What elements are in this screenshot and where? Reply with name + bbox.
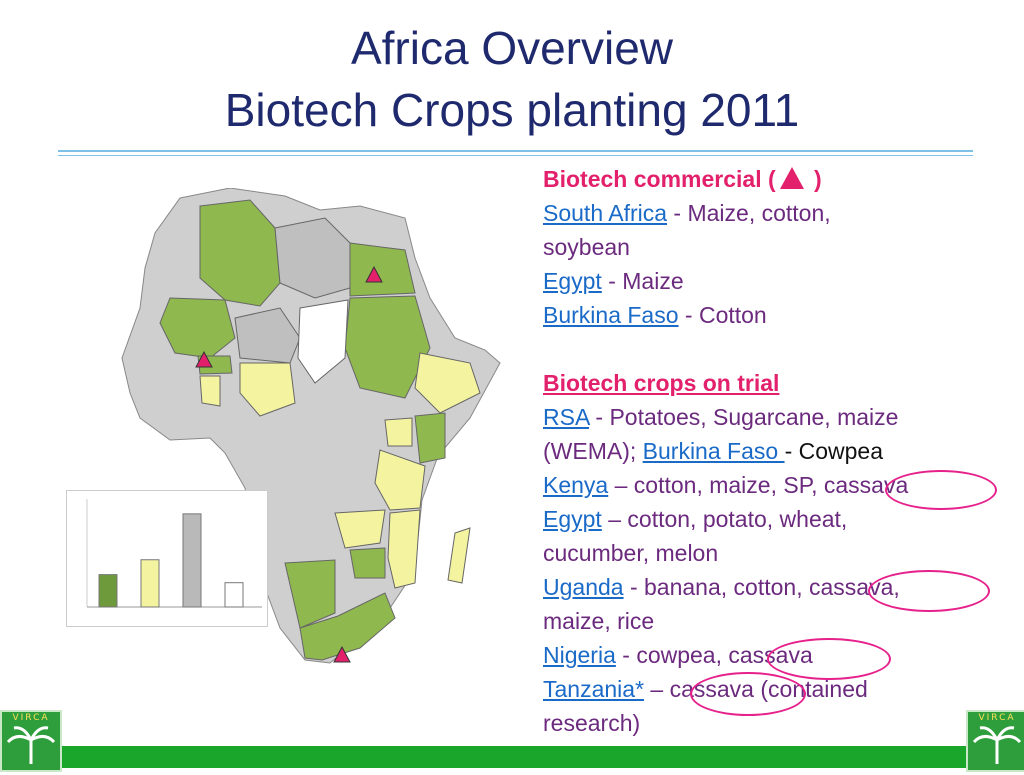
commercial-heading-close: ) <box>807 166 822 192</box>
title-line-2: Biotech Crops planting 2011 <box>224 84 800 136</box>
legend-bar-1 <box>140 559 160 608</box>
link-uganda[interactable]: Uganda <box>543 574 624 600</box>
link-egypt-trial[interactable]: Egypt <box>543 506 602 532</box>
commercial-heading-text: Biotech commercial ( <box>543 166 776 192</box>
trial-item-rsa: RSA - Potatoes, Sugarcane, maize <box>543 400 1013 434</box>
crops-rsa: - Potatoes, Sugarcane, maize <box>589 404 899 430</box>
title-divider-thin <box>58 155 973 156</box>
commercial-heading: Biotech commercial ( ) <box>543 162 1013 196</box>
legend-chart <box>66 490 268 627</box>
virca-logo-right: VIRCA <box>966 710 1024 772</box>
country-niger <box>234 307 301 364</box>
crops-south-africa-cont: soybean <box>543 234 630 260</box>
country-ghana <box>199 375 221 407</box>
link-south-africa[interactable]: South Africa <box>543 200 668 226</box>
link-burkina-faso[interactable]: Burkina Faso <box>543 302 679 328</box>
crops-burkina-faso-trial: - Cowpea <box>784 438 883 464</box>
legend-bar-3 <box>224 582 244 608</box>
link-egypt[interactable]: Egypt <box>543 268 602 294</box>
footer-bar <box>0 746 1024 768</box>
marker-burkina-faso <box>195 350 213 368</box>
crops-uganda-cont: maize, rice <box>543 608 655 634</box>
link-nigeria[interactable]: Nigeria <box>543 642 616 668</box>
country-nigeria <box>239 362 296 417</box>
marker-egypt <box>365 265 383 283</box>
trial-item-kenya: Kenya – cotton, maize, SP, cassava <box>543 468 1013 502</box>
country-egypt <box>349 242 416 297</box>
africa-map-svg <box>60 187 528 680</box>
virca-logo-left: VIRCA <box>0 710 62 772</box>
highlight-circle-tanzania-cassava <box>690 672 806 716</box>
country-zambia <box>334 509 386 549</box>
commercial-item-egypt: Egypt - Maize <box>543 264 1013 298</box>
trial-item-uganda: Uganda - banana, cotton, cassava, <box>543 570 1013 604</box>
crops-kenya: – cotton, maize, SP, cassava <box>608 472 909 498</box>
country-algeria <box>199 199 281 307</box>
trial-item-rsa-cont: (WEMA); Burkina Faso - Cowpea <box>543 434 1013 468</box>
spacer <box>543 332 1013 366</box>
country-mozambique <box>387 509 421 589</box>
link-burkina-faso-trial[interactable]: Burkina Faso <box>642 438 785 464</box>
link-kenya[interactable]: Kenya <box>543 472 609 498</box>
crops-egypt-trial: – cotton, potato, wheat, <box>601 506 848 532</box>
crop-info-panel: Biotech commercial ( ) South Africa - Ma… <box>543 162 1013 740</box>
country-uganda <box>384 417 413 447</box>
logo-left-text: VIRCA <box>12 713 50 723</box>
palm-icon <box>6 726 56 764</box>
highlight-circle-uganda-cassava <box>868 570 990 612</box>
legend-bar-0 <box>98 574 118 608</box>
trial-item-egypt: Egypt – cotton, potato, wheat, <box>543 502 1013 536</box>
title-line-1: Africa Overview <box>350 22 674 74</box>
country-ethiopia <box>414 352 481 414</box>
country-zimbabwe <box>349 547 386 579</box>
crops-burkina-faso: - Cotton <box>678 302 767 328</box>
africa-map <box>60 187 528 680</box>
crops-egypt-trial-cont: cucumber, melon <box>543 540 719 566</box>
link-tanzania[interactable]: Tanzania* <box>543 676 645 702</box>
crops-egypt: - Maize <box>601 268 684 294</box>
crops-uganda: - banana, cotton, cassava, <box>623 574 900 600</box>
triangle-icon <box>779 167 804 189</box>
palm-icon <box>972 726 1022 764</box>
highlight-circle-nigeria-cassava <box>767 638 891 680</box>
legend-bar-2 <box>182 513 202 608</box>
crops-south-africa: - Maize, cotton, <box>667 200 831 226</box>
country-south-africa <box>299 592 396 661</box>
crops-tanzania-cont: research) <box>543 710 641 736</box>
country-namibia <box>284 559 336 629</box>
marker-south-africa <box>333 645 351 663</box>
highlight-circle-kenya-cassava <box>885 470 997 510</box>
country-madagascar <box>447 527 471 584</box>
title-divider <box>58 150 973 152</box>
commercial-item-burkina-faso: Burkina Faso - Cotton <box>543 298 1013 332</box>
country-chad <box>297 299 349 384</box>
crops-rsa-cont: (WEMA); <box>543 438 643 464</box>
country-tanzania <box>374 449 426 511</box>
commercial-item-south-africa: South Africa - Maize, cotton, <box>543 196 1013 230</box>
logo-right-text: VIRCA <box>978 713 1016 723</box>
legend-chart-svg <box>86 499 262 608</box>
country-kenya <box>414 412 446 464</box>
trial-heading: Biotech crops on trial <box>543 370 780 396</box>
link-rsa[interactable]: RSA <box>543 404 590 430</box>
